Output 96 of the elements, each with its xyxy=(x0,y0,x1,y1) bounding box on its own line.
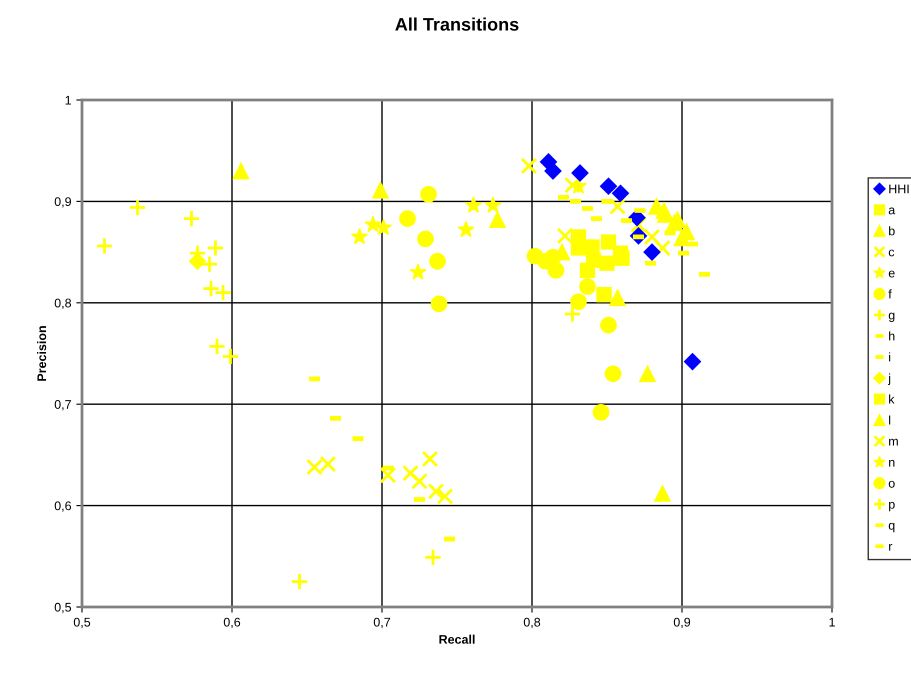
point xyxy=(579,278,596,295)
legend-label: b xyxy=(889,226,895,236)
point xyxy=(464,196,482,213)
point xyxy=(674,230,690,246)
y-tick-label: 1 xyxy=(66,96,71,105)
point xyxy=(290,572,309,591)
legend-label: c xyxy=(888,250,894,256)
point xyxy=(654,240,671,256)
point xyxy=(95,236,114,256)
point xyxy=(639,365,656,382)
point xyxy=(643,244,661,261)
point xyxy=(571,164,589,182)
point xyxy=(609,198,626,215)
point xyxy=(374,218,392,236)
legend-label: g xyxy=(888,312,894,322)
legend-label: h xyxy=(889,331,894,340)
point xyxy=(232,162,250,180)
legend-label: i xyxy=(889,352,890,362)
y-tick-label: 0,7 xyxy=(54,400,71,410)
point xyxy=(614,250,630,266)
point xyxy=(402,464,419,482)
x-tick-label: 0,6 xyxy=(224,618,240,628)
legend-label: o xyxy=(888,480,895,488)
point xyxy=(604,365,622,382)
x-tick-label: 0,5 xyxy=(74,618,90,628)
point xyxy=(489,211,506,228)
point xyxy=(520,158,538,174)
point xyxy=(420,186,437,203)
x-axis-title: Recall xyxy=(439,634,475,644)
point xyxy=(350,228,368,244)
point xyxy=(206,239,225,258)
point xyxy=(654,485,671,502)
point xyxy=(429,252,446,270)
point xyxy=(200,255,219,274)
point xyxy=(484,196,502,213)
point xyxy=(570,293,587,310)
y-tick-label: 0,8 xyxy=(54,298,72,309)
point xyxy=(599,256,615,271)
point xyxy=(600,178,618,195)
point xyxy=(684,353,702,370)
x-tick-label: 1 xyxy=(829,618,835,626)
legend-label: HHI xyxy=(889,184,909,194)
legend-label: q xyxy=(888,522,894,532)
point xyxy=(221,348,240,366)
legend-label: j xyxy=(888,373,890,386)
point xyxy=(411,472,428,490)
y-tick-label: 0,9 xyxy=(54,197,71,208)
point xyxy=(556,228,574,244)
legend-label: n xyxy=(889,460,894,467)
legend-label: m xyxy=(889,438,898,446)
point xyxy=(399,210,416,227)
legend-label: a xyxy=(888,208,896,214)
point xyxy=(656,202,672,219)
legend-label: e xyxy=(888,270,895,278)
point xyxy=(564,176,581,194)
point xyxy=(424,548,442,566)
point xyxy=(644,228,660,246)
legend-label: k xyxy=(889,394,895,404)
point xyxy=(202,280,220,298)
legend-label: l xyxy=(889,415,890,425)
y-tick-label: 0,6 xyxy=(54,501,72,512)
point xyxy=(430,295,448,312)
point xyxy=(548,262,564,279)
legend-label: p xyxy=(889,502,895,512)
point xyxy=(563,304,582,323)
point xyxy=(600,234,616,250)
point xyxy=(422,450,438,468)
point xyxy=(128,198,147,217)
x-tick-label: 0,8 xyxy=(524,618,540,628)
point xyxy=(600,316,617,334)
legend-label: r xyxy=(889,544,892,551)
point xyxy=(544,162,562,180)
point xyxy=(188,252,206,270)
point xyxy=(580,262,596,278)
point xyxy=(609,289,626,306)
point xyxy=(380,466,396,484)
point xyxy=(630,216,647,234)
point xyxy=(428,483,444,500)
y-axis-title: Precision xyxy=(37,326,46,381)
point xyxy=(372,182,389,199)
chart-title: All Transitions xyxy=(395,17,518,31)
point xyxy=(596,287,612,302)
point xyxy=(364,216,382,232)
x-tick-label: 0,9 xyxy=(674,618,690,628)
point xyxy=(592,404,610,421)
point xyxy=(612,184,630,202)
point xyxy=(436,488,454,505)
legend-label: f xyxy=(888,289,892,298)
point xyxy=(457,220,475,238)
point xyxy=(417,230,434,248)
point xyxy=(214,284,232,302)
y-tick-label: 0,5 xyxy=(54,602,72,614)
point xyxy=(208,337,226,356)
point xyxy=(182,210,201,228)
point xyxy=(409,263,427,280)
x-tick-label: 0,7 xyxy=(374,618,390,628)
